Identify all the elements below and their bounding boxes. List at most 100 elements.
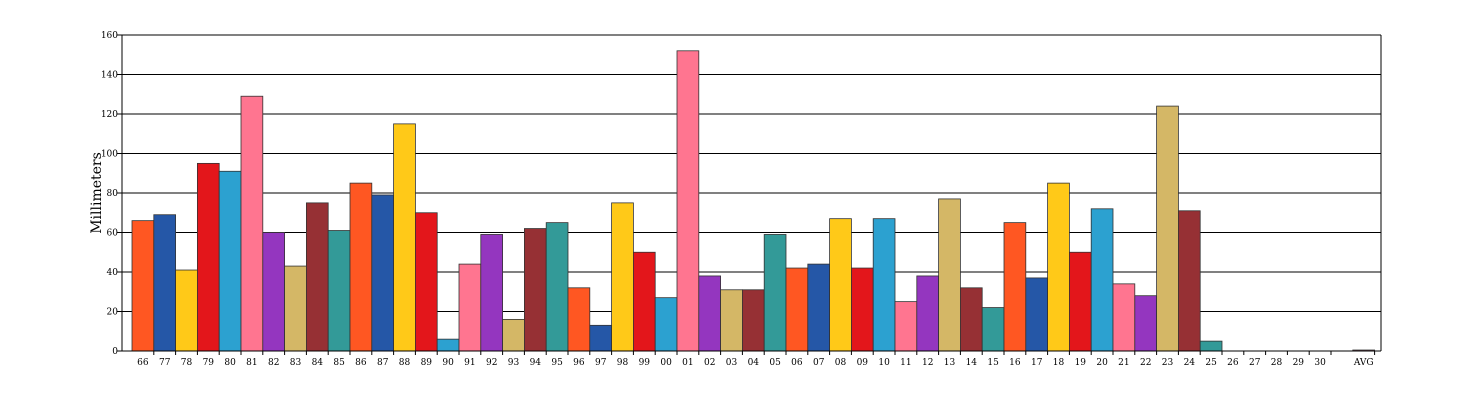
x-tick-label: 77 — [159, 358, 171, 368]
x-tick-label: 16 — [1009, 358, 1021, 368]
bar-16 — [1003, 222, 1027, 352]
bar-04 — [742, 289, 765, 352]
bar-87 — [371, 194, 394, 352]
bar-21 — [1112, 283, 1136, 352]
y-tick-label: 100 — [101, 150, 118, 160]
x-tick-label: 95 — [551, 358, 563, 368]
bar-02 — [698, 275, 721, 352]
x-tick-label: 09 — [857, 358, 869, 368]
x-tick-label: 20 — [1096, 358, 1108, 368]
bar-25 — [1199, 340, 1223, 352]
bar-17 — [1025, 277, 1049, 352]
bar-81 — [240, 95, 264, 352]
bars — [131, 50, 1376, 352]
x-tick-label: 86 — [355, 358, 367, 368]
y-tick-label: 40 — [107, 268, 119, 278]
x-tick-label: 93 — [508, 358, 520, 368]
bar-07 — [807, 263, 830, 352]
bar-83 — [284, 265, 307, 352]
x-tick-label: 22 — [1140, 358, 1151, 368]
x-tick-label: 04 — [748, 358, 760, 368]
bar-18 — [1047, 182, 1070, 352]
bar-99 — [633, 251, 656, 352]
bar-94 — [524, 228, 547, 352]
y-tick-label: 0 — [112, 347, 118, 357]
x-tick-label: 27 — [1249, 358, 1261, 368]
bar-10 — [872, 218, 896, 352]
bar-79 — [196, 162, 220, 352]
x-tick-label: 90 — [442, 358, 454, 368]
x-tick-label: 26 — [1227, 358, 1239, 368]
x-tick-label: 92 — [486, 358, 497, 368]
x-axis-ticks: 66 77 78 79 80 81 82 83 84 85 86 87 88 89 90 91 92 93 94 95… — [137, 351, 1376, 368]
x-tick-label: 23 — [1162, 358, 1174, 368]
bar-84 — [305, 202, 329, 352]
bar-14 — [960, 287, 983, 352]
bar-11 — [894, 301, 918, 352]
bar-97 — [589, 324, 612, 352]
x-tick-label: 25 — [1205, 358, 1217, 368]
x-tick-label: 80 — [224, 358, 236, 368]
x-tick-label: 24 — [1184, 358, 1196, 368]
bar-91 — [458, 263, 482, 352]
x-tick-label: 15 — [987, 358, 999, 368]
bar-85 — [327, 230, 351, 352]
x-tick-label: 81 — [246, 358, 257, 368]
x-tick-label: 03 — [726, 358, 738, 368]
x-tick-label: 07 — [813, 358, 825, 368]
x-tick-label: 12 — [922, 358, 933, 368]
y-tick-label: 80 — [107, 189, 119, 199]
bar-96 — [567, 287, 591, 352]
x-tick-label: 10 — [878, 358, 890, 368]
y-tick-label: 20 — [107, 308, 119, 318]
x-tick-label: 30 — [1314, 358, 1326, 368]
bar-89 — [414, 212, 438, 352]
x-tick-label: 88 — [399, 358, 411, 368]
x-tick-label: 84 — [312, 358, 324, 368]
y-tick-label: 120 — [101, 110, 118, 120]
bar-09 — [851, 267, 874, 352]
bar-20 — [1090, 208, 1114, 352]
x-tick-label: 82 — [268, 358, 279, 368]
bar-98 — [611, 202, 634, 352]
bar-23 — [1156, 105, 1179, 352]
x-tick-label: 13 — [944, 358, 956, 368]
bar-00 — [654, 297, 678, 352]
y-tick-label: 160 — [101, 31, 118, 41]
bar-03 — [720, 289, 743, 352]
x-tick-label: 98 — [617, 358, 629, 368]
x-tick-label: 85 — [333, 358, 345, 368]
x-tick-label: 06 — [791, 358, 803, 368]
x-tick-label: 78 — [181, 358, 193, 368]
bar-95 — [545, 222, 569, 352]
x-tick-label: 11 — [900, 358, 911, 368]
x-tick-label: 14 — [966, 358, 978, 368]
bar-24 — [1178, 210, 1201, 352]
x-tick-label: 91 — [464, 358, 475, 368]
x-tick-label: 83 — [290, 358, 302, 368]
bar-19 — [1069, 251, 1092, 352]
x-tick-label: 21 — [1118, 358, 1129, 368]
bar-05 — [763, 234, 787, 352]
y-axis-title: Millimeters — [89, 152, 105, 234]
x-tick-label: 17 — [1031, 358, 1043, 368]
x-tick-label: 97 — [595, 358, 607, 368]
bar-92 — [480, 234, 503, 352]
x-tick-label: 96 — [573, 358, 585, 368]
bar-77 — [153, 214, 177, 352]
x-tick-label: 29 — [1293, 358, 1305, 368]
bar-08 — [829, 218, 852, 352]
x-tick-label: 28 — [1271, 358, 1283, 368]
bar-86 — [349, 182, 373, 352]
x-tick-label: 18 — [1053, 358, 1065, 368]
x-tick-label: 89 — [421, 358, 433, 368]
bar-82 — [262, 232, 285, 352]
bar-01 — [676, 50, 700, 352]
bar-22 — [1134, 295, 1158, 352]
x-tick-label: 94 — [530, 358, 542, 368]
y-tick-label: 140 — [101, 71, 118, 81]
bar-13 — [938, 198, 961, 352]
bar-88 — [393, 123, 416, 352]
bar-80 — [218, 170, 242, 352]
